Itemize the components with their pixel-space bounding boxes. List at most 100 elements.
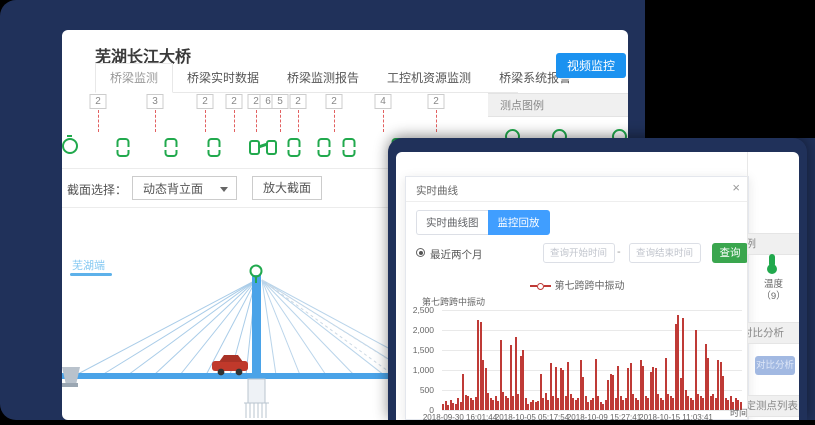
chart-bar [524,397,527,410]
chart-bar [659,397,662,410]
main-tab[interactable]: 桥梁监测报告 [287,71,360,85]
sensor-dash-line [436,110,437,132]
chart-bar [692,399,694,410]
crane-icon[interactable] [249,138,277,155]
chart-bar [567,362,569,410]
sensor-count-badge[interactable]: 2 [325,94,343,109]
chart-bar [552,395,554,410]
y-tick-label: 2,000 [412,325,434,335]
chart-bar [442,404,444,410]
sensor-count-badge[interactable]: 3 [146,94,164,109]
last-two-months-label: 最近两个月 [430,249,483,261]
video-monitor-button[interactable]: 视频监控 [555,53,626,78]
sensor-count-badge[interactable]: 4 [374,94,392,109]
chart-bar [534,402,537,410]
chart-bar [479,322,482,410]
thermometer-icon[interactable] [767,254,777,274]
bridge-illustration [62,264,443,418]
chart-bar [507,398,509,410]
chart-bar [717,360,719,410]
chart-bar [447,405,449,410]
start-time-input[interactable]: 查询开始时间 [543,243,615,263]
timer-icon[interactable] [62,135,78,154]
close-icon[interactable]: × [732,180,740,195]
chart-legend[interactable]: 第七跨跨中振动 [406,277,748,292]
chart-bar [622,399,624,410]
chain-link-icon[interactable] [206,138,222,157]
search-button[interactable]: 查询 [712,243,748,263]
main-tab[interactable]: 桥梁实时数据 [187,71,260,85]
chart-bar [609,374,612,410]
chart-bar [467,396,469,410]
chart-bar [667,393,669,410]
main-tab[interactable]: 工控机资源监测 [387,71,472,85]
chart-bar [604,399,607,410]
chain-link-icon[interactable] [286,138,302,157]
chart-bar [564,395,567,410]
chart-bar [529,401,532,410]
chart-bar [617,366,619,410]
chart-bar [512,395,514,410]
chart-bar [654,368,657,410]
chain-link-icon[interactable] [115,138,131,157]
chart-bar [637,399,639,410]
chart-bar [444,401,447,410]
chart-bar [537,400,539,410]
chain-link-icon[interactable] [316,138,332,157]
chart-bar [477,320,479,410]
sensor-dash-line [280,110,281,132]
dialog-title: 实时曲线 [416,185,458,197]
main-tab[interactable]: 桥梁系统报警 [499,71,572,85]
chart-bar [594,358,597,410]
last-two-months-radio[interactable] [416,248,425,257]
y-tick-label: 0 [429,405,434,415]
sensor-count-badge[interactable]: 2 [289,94,307,109]
zoom-section-button[interactable]: 放大截面 [252,176,323,200]
chart-bar [532,399,534,410]
chart-bar [677,314,679,410]
y-tick-label: 500 [419,385,434,395]
chart-plot-area [442,310,742,411]
chart-bar [657,393,659,410]
bridge-end-underline [70,273,112,276]
chart-bar [734,397,737,410]
chart-bar [449,399,452,410]
sidebar-legend-header: 测点图例 [748,233,799,255]
chart-bar [487,393,489,410]
compare-analysis-button[interactable]: 对比分析 [755,356,795,375]
chart-bar [549,362,552,410]
chart-bar [499,340,502,410]
chart-bar [712,393,714,410]
time-range-separator: - [617,246,621,258]
x-tick-label: 2018-10-15 11:03:41 [639,413,713,420]
chart-bar [707,358,709,410]
tab-realtime-curve[interactable]: 实时曲线图 [416,210,488,235]
chart-bar [519,356,522,410]
chevron-down-icon [220,187,228,192]
tab-playback[interactable]: 监控回放 [487,210,550,235]
sensor-count-badge[interactable]: 2 [427,94,445,109]
end-time-input[interactable]: 查询结束时间 [629,243,701,263]
chart-bar [732,401,734,410]
chart-bar [652,366,654,410]
y-axis-title: 第七跨跨中振动 [422,297,486,307]
main-tab[interactable]: 桥梁监测 [95,63,174,93]
sensor-count-badge[interactable]: 2 [196,94,214,109]
chain-link-icon[interactable] [163,138,179,157]
chart-bar [554,366,557,410]
sensor-count-badge[interactable]: 2 [89,94,107,109]
chart-bar [509,344,512,410]
chart-bar [574,399,577,410]
chart-bar [627,368,629,410]
x-tick-label: 2018-10-09 15:27:41 [566,413,642,420]
section-select-dropdown[interactable]: 动态背立面 [132,176,237,200]
chart-bar [682,318,684,410]
sensor-dash-line [256,110,257,132]
chart-bar [562,370,564,410]
sensor-count-badge[interactable]: 2 [225,94,243,109]
chain-link-icon[interactable] [341,138,357,157]
sensor-count-badge[interactable]: 5 [271,94,289,109]
black-window [645,0,815,138]
sensor-dash-line [98,110,99,132]
